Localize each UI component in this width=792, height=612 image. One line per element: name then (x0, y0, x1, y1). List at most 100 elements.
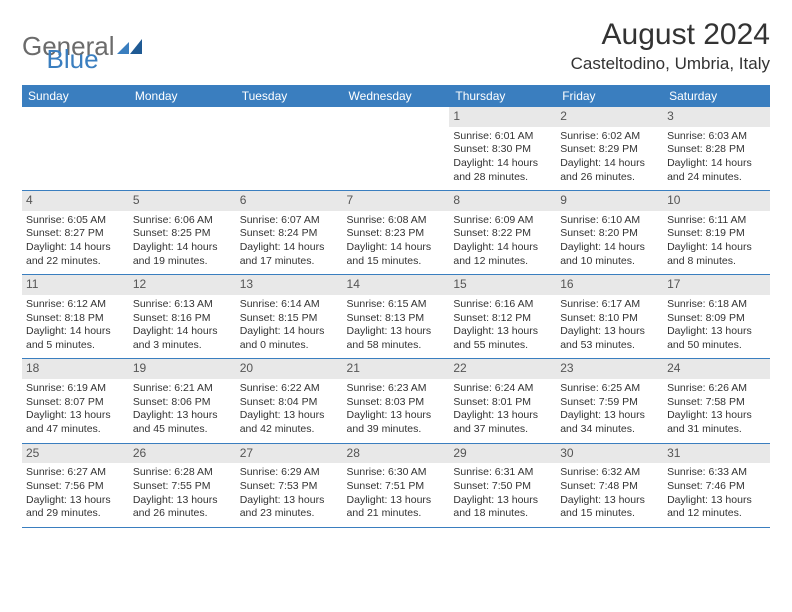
day-cell: Sunrise: 6:11 AMSunset: 8:19 PMDaylight:… (663, 211, 770, 275)
day-number: 30 (556, 443, 663, 463)
day-number: 18 (22, 359, 129, 379)
day-cell: Sunrise: 6:06 AMSunset: 8:25 PMDaylight:… (129, 211, 236, 275)
day-number-row: 25262728293031 (22, 443, 770, 463)
daylight-text: Daylight: 13 hours and 15 minutes. (560, 494, 659, 521)
day-number: 28 (343, 443, 450, 463)
daylight-text: Daylight: 13 hours and 42 minutes. (240, 409, 339, 436)
day-number-row: 18192021222324 (22, 359, 770, 379)
day-cell: Sunrise: 6:31 AMSunset: 7:50 PMDaylight:… (449, 463, 556, 527)
sunrise-text: Sunrise: 6:32 AM (560, 466, 659, 480)
daylight-text: Daylight: 14 hours and 19 minutes. (133, 241, 232, 268)
sunrise-text: Sunrise: 6:27 AM (26, 466, 125, 480)
sunrise-text: Sunrise: 6:24 AM (453, 382, 552, 396)
sunrise-text: Sunrise: 6:23 AM (347, 382, 446, 396)
day-number: 24 (663, 359, 770, 379)
sunset-text: Sunset: 8:16 PM (133, 312, 232, 326)
daylight-text: Daylight: 13 hours and 53 minutes. (560, 325, 659, 352)
day-cell: Sunrise: 6:33 AMSunset: 7:46 PMDaylight:… (663, 463, 770, 527)
sunrise-text: Sunrise: 6:17 AM (560, 298, 659, 312)
day-number: 19 (129, 359, 236, 379)
day-header: Thursday (449, 85, 556, 107)
day-cell (236, 127, 343, 191)
daylight-text: Daylight: 13 hours and 29 minutes. (26, 494, 125, 521)
day-number (22, 107, 129, 127)
sunset-text: Sunset: 8:24 PM (240, 227, 339, 241)
daylight-text: Daylight: 13 hours and 23 minutes. (240, 494, 339, 521)
sunrise-text: Sunrise: 6:09 AM (453, 214, 552, 228)
sunrise-text: Sunrise: 6:22 AM (240, 382, 339, 396)
day-number: 20 (236, 359, 343, 379)
sunset-text: Sunset: 8:28 PM (667, 143, 766, 157)
daylight-text: Daylight: 13 hours and 18 minutes. (453, 494, 552, 521)
day-number: 27 (236, 443, 343, 463)
sunrise-text: Sunrise: 6:12 AM (26, 298, 125, 312)
day-number: 15 (449, 275, 556, 295)
day-number: 17 (663, 275, 770, 295)
day-cell: Sunrise: 6:12 AMSunset: 8:18 PMDaylight:… (22, 295, 129, 359)
day-cell (343, 127, 450, 191)
sunset-text: Sunset: 8:03 PM (347, 396, 446, 410)
sunset-text: Sunset: 7:53 PM (240, 480, 339, 494)
day-cell: Sunrise: 6:09 AMSunset: 8:22 PMDaylight:… (449, 211, 556, 275)
day-number-row: 123 (22, 107, 770, 127)
sunrise-text: Sunrise: 6:02 AM (560, 130, 659, 144)
sunset-text: Sunset: 8:06 PM (133, 396, 232, 410)
daylight-text: Daylight: 14 hours and 15 minutes. (347, 241, 446, 268)
day-cell: Sunrise: 6:26 AMSunset: 7:58 PMDaylight:… (663, 379, 770, 443)
day-number: 4 (22, 191, 129, 211)
sunset-text: Sunset: 8:13 PM (347, 312, 446, 326)
logo-mark-icon (117, 30, 143, 61)
day-cell: Sunrise: 6:08 AMSunset: 8:23 PMDaylight:… (343, 211, 450, 275)
sunset-text: Sunset: 8:30 PM (453, 143, 552, 157)
day-number: 25 (22, 443, 129, 463)
daylight-text: Daylight: 14 hours and 22 minutes. (26, 241, 125, 268)
sunrise-text: Sunrise: 6:19 AM (26, 382, 125, 396)
sunrise-text: Sunrise: 6:14 AM (240, 298, 339, 312)
day-cell: Sunrise: 6:03 AMSunset: 8:28 PMDaylight:… (663, 127, 770, 191)
day-number: 13 (236, 275, 343, 295)
day-number: 1 (449, 107, 556, 127)
week-row: Sunrise: 6:05 AMSunset: 8:27 PMDaylight:… (22, 211, 770, 275)
day-cell: Sunrise: 6:01 AMSunset: 8:30 PMDaylight:… (449, 127, 556, 191)
day-cell: Sunrise: 6:15 AMSunset: 8:13 PMDaylight:… (343, 295, 450, 359)
sunset-text: Sunset: 8:29 PM (560, 143, 659, 157)
day-header: Saturday (663, 85, 770, 107)
daylight-text: Daylight: 13 hours and 21 minutes. (347, 494, 446, 521)
daylight-text: Daylight: 14 hours and 24 minutes. (667, 157, 766, 184)
calendar-table: SundayMondayTuesdayWednesdayThursdayFrid… (22, 85, 770, 528)
day-number: 16 (556, 275, 663, 295)
day-number (236, 107, 343, 127)
sunrise-text: Sunrise: 6:31 AM (453, 466, 552, 480)
day-cell: Sunrise: 6:14 AMSunset: 8:15 PMDaylight:… (236, 295, 343, 359)
sunset-text: Sunset: 7:48 PM (560, 480, 659, 494)
sunrise-text: Sunrise: 6:33 AM (667, 466, 766, 480)
sunrise-text: Sunrise: 6:21 AM (133, 382, 232, 396)
month-title: August 2024 (571, 18, 770, 52)
day-cell: Sunrise: 6:23 AMSunset: 8:03 PMDaylight:… (343, 379, 450, 443)
day-number: 5 (129, 191, 236, 211)
day-number: 11 (22, 275, 129, 295)
sunrise-text: Sunrise: 6:28 AM (133, 466, 232, 480)
daylight-text: Daylight: 14 hours and 12 minutes. (453, 241, 552, 268)
daylight-text: Daylight: 14 hours and 3 minutes. (133, 325, 232, 352)
week-row: Sunrise: 6:19 AMSunset: 8:07 PMDaylight:… (22, 379, 770, 443)
day-header: Friday (556, 85, 663, 107)
day-number-row: 11121314151617 (22, 275, 770, 295)
day-number: 6 (236, 191, 343, 211)
sunset-text: Sunset: 8:22 PM (453, 227, 552, 241)
week-row: Sunrise: 6:01 AMSunset: 8:30 PMDaylight:… (22, 127, 770, 191)
sunset-text: Sunset: 8:09 PM (667, 312, 766, 326)
day-number: 3 (663, 107, 770, 127)
daylight-text: Daylight: 14 hours and 10 minutes. (560, 241, 659, 268)
sunset-text: Sunset: 8:12 PM (453, 312, 552, 326)
sunset-text: Sunset: 8:18 PM (26, 312, 125, 326)
sunset-text: Sunset: 8:15 PM (240, 312, 339, 326)
day-header: Tuesday (236, 85, 343, 107)
logo-word-2: Blue (47, 44, 99, 75)
week-row: Sunrise: 6:12 AMSunset: 8:18 PM Daylight:… (22, 295, 770, 359)
day-number-row: 45678910 (22, 191, 770, 211)
day-cell: Sunrise: 6:21 AMSunset: 8:06 PMDaylight:… (129, 379, 236, 443)
day-cell: Sunrise: 6:05 AMSunset: 8:27 PMDaylight:… (22, 211, 129, 275)
sunset-text: Sunset: 8:19 PM (667, 227, 766, 241)
day-number: 21 (343, 359, 450, 379)
